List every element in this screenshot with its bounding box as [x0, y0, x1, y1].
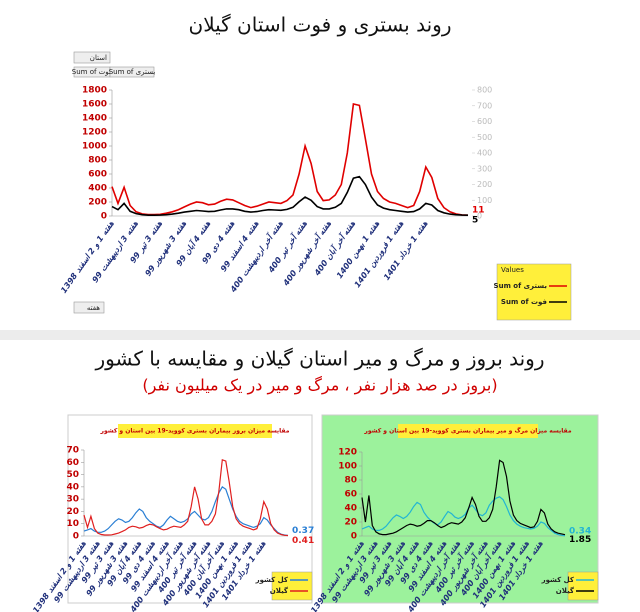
y-tick-label: 200 — [88, 198, 107, 208]
y-tick-label: 40 — [66, 482, 79, 492]
mortality-panel — [321, 414, 599, 604]
y-tick-label: 70 — [66, 446, 79, 456]
legend-label: گیلان — [270, 586, 289, 595]
chart-title-box — [118, 424, 272, 438]
y-tick-label: 60 — [344, 490, 357, 500]
y-tick-label: 1600 — [82, 100, 107, 110]
y2-tick-label: 200 — [477, 180, 492, 189]
legend-label: Sum of فوت — [501, 298, 547, 306]
series-line — [83, 458, 289, 537]
y-tick-label: 100 — [338, 462, 357, 472]
series-line — [111, 103, 469, 216]
y-tick-label: 1800 — [82, 86, 107, 96]
series-line — [361, 496, 566, 537]
y-tick-label: 0 — [73, 532, 79, 542]
y2-tick-label: 800 — [477, 86, 492, 95]
y-tick-label: 20 — [344, 518, 357, 528]
y-tick-label: 20 — [66, 507, 79, 517]
chart-title-box — [398, 424, 538, 438]
chart-title: مقایسه میزان مرگ و میر بیماران بستری کوو… — [363, 427, 571, 435]
y-tick-label: 800 — [88, 156, 107, 166]
y-tick-label: 1200 — [82, 128, 107, 138]
legend-title: Values — [501, 266, 524, 274]
legend-label: Sum of بستری — [494, 282, 548, 290]
filter-label: استان — [90, 54, 107, 62]
section-subtitle: (بروز در صد هزار نفر ، مرگ و میر در یک م… — [142, 376, 497, 396]
series-line — [361, 459, 566, 536]
y2-tick-label: 600 — [477, 117, 492, 126]
y-tick-label: 120 — [338, 448, 357, 458]
field-label: Sum of بستری — [109, 68, 156, 76]
series-line — [83, 486, 289, 537]
y-tick-label: 80 — [344, 476, 357, 486]
y-tick-label: 50 — [66, 470, 79, 480]
y-tick-label: 0 — [351, 532, 357, 542]
legend-box — [496, 263, 572, 321]
end-label: 11 — [472, 206, 485, 216]
end-label: 0.34 — [569, 526, 591, 536]
end-label: 0.37 — [292, 526, 314, 536]
y-tick-label: 600 — [88, 170, 107, 180]
y-tick-label: 40 — [344, 504, 357, 514]
legend-box — [271, 571, 313, 601]
end-label: 5 — [472, 216, 478, 226]
y-tick-label: 400 — [88, 184, 107, 194]
section-title: روند بروز و مرگ و میر استان گیلان و مقای… — [94, 347, 544, 371]
filter-button[interactable] — [73, 51, 111, 64]
y2-tick-label: 500 — [477, 133, 492, 142]
y-tick-label: 1000 — [82, 142, 107, 152]
chart-title: مقایسه میزان بروز بیماران بستری کووید-19… — [100, 428, 290, 435]
legend-box — [567, 571, 599, 601]
series-line — [111, 175, 469, 216]
y2-tick-label: 400 — [477, 149, 492, 158]
y2-tick-label: 300 — [477, 164, 492, 173]
y2-tick-label: 100 — [477, 196, 492, 205]
end-label: 0.41 — [292, 536, 314, 546]
end-label: 1.85 — [569, 535, 591, 545]
y-tick-label: 1400 — [82, 114, 107, 124]
legend-label: کل کشور — [541, 576, 575, 584]
y-tick-label: 60 — [66, 458, 79, 468]
y-tick-label: 0 — [101, 212, 107, 222]
y-tick-label: 30 — [66, 495, 79, 505]
field-button[interactable] — [109, 66, 155, 78]
legend-label: کل کشور — [255, 576, 289, 584]
field-label: Sum of فوت — [72, 68, 112, 76]
legend-label: گیلان — [556, 586, 575, 595]
y-tick-label: 10 — [66, 519, 79, 529]
axis-button[interactable] — [73, 301, 105, 314]
chart-title: روند بستری و فوت استان گیلان — [189, 13, 452, 37]
axis-label: هفته — [87, 304, 100, 312]
y2-tick-label: 0 — [477, 212, 482, 221]
y2-tick-label: 700 — [477, 101, 492, 110]
